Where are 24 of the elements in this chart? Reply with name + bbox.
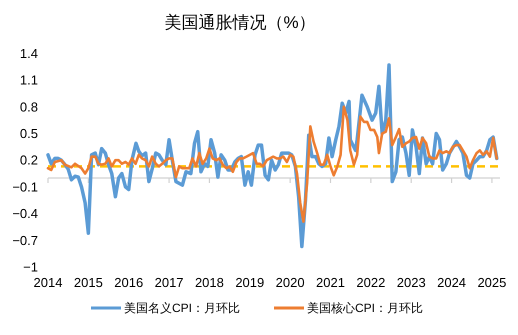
x-tick-label: 2019: [235, 275, 264, 290]
x-tick-label: 2020: [276, 275, 305, 290]
x-tick-label: 2025: [477, 275, 506, 290]
x-tick-label: 2022: [356, 275, 386, 290]
legend-label: 美国名义CPI：月环比: [124, 301, 240, 315]
x-tick-label: 2021: [316, 275, 345, 290]
y-tick-label: −0.4: [12, 206, 38, 222]
y-tick-label: 0.8: [20, 99, 38, 114]
y-tick-label: 1.4: [20, 46, 38, 61]
y-tick-label: 1.1: [20, 72, 38, 88]
y-tick-label: 0.2: [20, 152, 38, 168]
x-tick-label: 2015: [74, 275, 103, 290]
legend-label: 美国核心CPI：月环比: [307, 301, 424, 315]
y-tick-label: −0.7: [12, 232, 38, 248]
y-tick-label: −1: [23, 260, 38, 274]
y-tick-label: −0.1: [12, 179, 38, 194]
x-tick-label: 2014: [34, 275, 62, 290]
chart-title: 美国通胀情况（%）: [164, 13, 316, 32]
x-tick-label: 2024: [437, 275, 466, 290]
x-tick-label: 2023: [396, 275, 426, 290]
y-tick-label: 0.5: [20, 126, 38, 141]
x-tick-label: 2018: [194, 275, 224, 290]
x-tick-label: 2016: [114, 275, 144, 290]
x-tick-label: 2017: [154, 275, 184, 290]
